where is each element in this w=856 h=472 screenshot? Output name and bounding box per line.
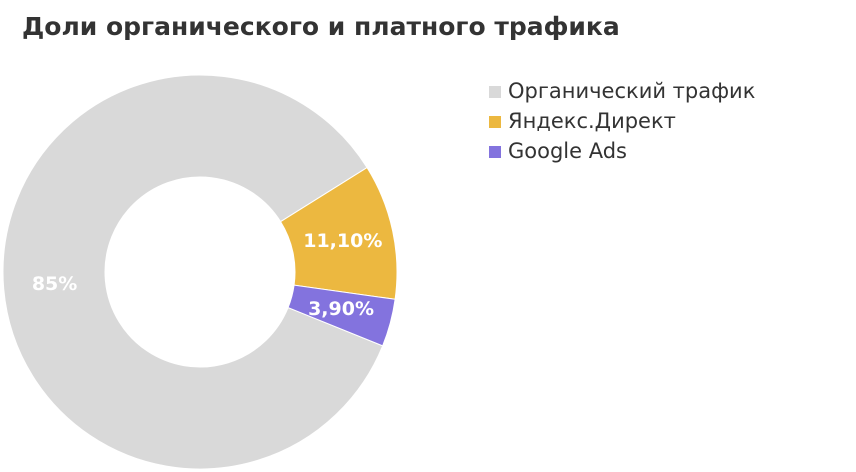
legend-swatch — [489, 86, 501, 98]
legend-label: Органический трафик — [508, 79, 755, 103]
data-label: 85% — [32, 273, 77, 295]
donut-slice — [2, 74, 384, 470]
data-label: 11,10% — [303, 230, 382, 252]
legend-label: Яндекс.Директ — [508, 109, 676, 133]
legend-swatch — [489, 146, 501, 158]
legend-swatch — [489, 116, 501, 128]
chart-title: Доли органического и платного трафика — [22, 12, 620, 41]
data-label: 3,90% — [308, 298, 374, 320]
donut-slice — [287, 284, 396, 347]
legend-label: Google Ads — [508, 139, 627, 163]
